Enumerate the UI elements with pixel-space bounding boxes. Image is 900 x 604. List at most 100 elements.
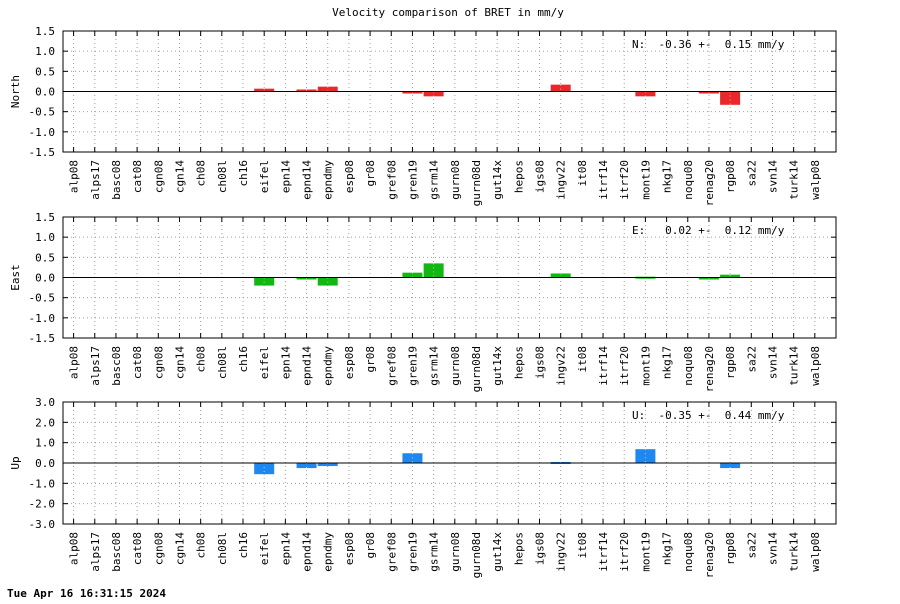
x-tick-label: it08	[576, 532, 589, 559]
chart-title: Velocity comparison of BRET in mm/y	[332, 6, 564, 19]
y-tick-label: 0.0	[35, 272, 55, 285]
x-tick-label: turk14	[788, 532, 801, 572]
summary-annotation: U: -0.35 +- 0.44 mm/y	[632, 409, 785, 422]
x-tick-label: gren19	[406, 160, 419, 200]
x-tick-label: ingv22	[555, 532, 568, 572]
x-tick-label: svn14	[766, 160, 779, 193]
x-tick-label: epnd14	[301, 532, 314, 572]
x-tick-label: ingv22	[555, 160, 568, 200]
x-tick-label: epn14	[279, 160, 292, 193]
summary-annotation: E: 0.02 +- 0.12 mm/y	[632, 224, 785, 237]
bar-epnd14	[296, 89, 317, 92]
x-tick-label: gurn08d	[470, 346, 483, 392]
x-tick-label: renag20	[703, 532, 716, 578]
x-tick-label: eifel	[258, 532, 271, 565]
y-tick-label: 0.5	[35, 65, 55, 78]
x-tick-label: walp08	[809, 532, 822, 572]
x-tick-label: svn14	[766, 346, 779, 379]
x-tick-label: epndmy	[322, 532, 335, 572]
x-tick-label: gr08	[364, 346, 377, 373]
x-tick-label: epnd14	[301, 346, 314, 386]
x-tick-label: igs08	[534, 160, 547, 193]
x-tick-label: turk14	[788, 160, 801, 200]
x-tick-label: ch08l	[216, 532, 229, 565]
x-tick-label: igs08	[534, 532, 547, 565]
x-tick-label: itrf20	[618, 160, 631, 200]
x-tick-label: itrf20	[618, 532, 631, 572]
x-tick-label: itrf14	[597, 346, 610, 386]
x-tick-label: mont19	[639, 346, 652, 386]
y-tick-label: -1.5	[29, 146, 56, 159]
x-tick-label: cgn14	[173, 346, 186, 379]
x-tick-label: epn14	[279, 346, 292, 379]
x-tick-label: basc08	[110, 532, 123, 572]
x-tick-label: walp08	[809, 160, 822, 200]
x-tick-label: gsrm14	[428, 160, 441, 200]
x-tick-label: epndmy	[322, 160, 335, 200]
x-tick-label: cat08	[131, 346, 144, 379]
y-axis-label: East	[9, 264, 22, 291]
x-tick-label: gref08	[385, 532, 398, 572]
x-tick-label: gut14x	[491, 160, 504, 200]
x-tick-label: gurn08d	[470, 532, 483, 578]
x-tick-label: ch16	[237, 160, 250, 187]
x-tick-label: renag20	[703, 346, 716, 392]
x-tick-label: noqu08	[682, 160, 695, 200]
x-tick-label: basc08	[110, 160, 123, 200]
x-tick-label: ch16	[237, 346, 250, 373]
x-tick-label: alp08	[68, 346, 81, 379]
x-tick-label: epndmy	[322, 346, 335, 386]
bar-rgp08	[720, 91, 741, 105]
x-tick-label: mont19	[639, 532, 652, 572]
x-tick-label: alps17	[89, 346, 102, 386]
x-tick-label: itrf14	[597, 532, 610, 572]
y-tick-label: -2.0	[29, 498, 56, 511]
x-tick-label: epnd14	[301, 160, 314, 200]
x-tick-label: cat08	[131, 532, 144, 565]
x-tick-label: ch08	[195, 532, 208, 559]
x-tick-label: alps17	[89, 532, 102, 572]
x-tick-label: esp08	[343, 160, 356, 193]
bar-gsrm14	[423, 91, 444, 97]
bar-mont19	[635, 91, 656, 97]
bar-eifel	[254, 463, 275, 475]
y-tick-label: -1.0	[29, 312, 56, 325]
x-tick-label: cgn14	[173, 160, 186, 193]
x-tick-label: it08	[576, 160, 589, 187]
bar-gsrm14	[423, 263, 444, 278]
x-tick-label: sa22	[745, 346, 758, 373]
x-tick-label: gsrm14	[428, 346, 441, 386]
y-tick-label: -3.0	[29, 518, 56, 531]
x-tick-label: sa22	[745, 160, 758, 187]
x-tick-label: gut14x	[491, 532, 504, 572]
x-tick-label: ch08	[195, 160, 208, 187]
bar-gren19	[402, 91, 423, 94]
bar-mont19	[635, 449, 656, 463]
x-tick-label: hepos	[512, 532, 525, 565]
x-tick-label: walp08	[809, 346, 822, 386]
y-tick-label: 3.0	[35, 396, 55, 409]
y-tick-label: 0.0	[35, 457, 55, 470]
y-tick-label: -0.5	[29, 292, 56, 305]
x-tick-label: basc08	[110, 346, 123, 386]
x-tick-label: gsrm14	[428, 532, 441, 572]
x-tick-label: rgp08	[724, 532, 737, 565]
x-tick-label: gref08	[385, 346, 398, 386]
y-tick-label: -1.0	[29, 126, 56, 139]
x-tick-label: alps17	[89, 160, 102, 200]
bar-ingv22	[550, 84, 571, 92]
x-tick-label: rgp08	[724, 346, 737, 379]
plot-frame	[62, 216, 837, 339]
x-tick-label: alp08	[68, 160, 81, 193]
x-tick-label: gurn08	[449, 532, 462, 572]
plot-frame	[62, 30, 837, 153]
y-tick-label: 1.0	[35, 45, 55, 58]
bar-gren19	[402, 272, 423, 278]
x-tick-label: itrf20	[618, 346, 631, 386]
panel-east: -1.5 -1.0 -0.5 0.0 0.5 1.0 1.5 alp08 alps17 basc0…	[9, 211, 837, 392]
x-tick-label: ch08l	[216, 160, 229, 193]
x-tick-label: it08	[576, 346, 589, 373]
y-tick-label: 1.5	[35, 211, 55, 224]
